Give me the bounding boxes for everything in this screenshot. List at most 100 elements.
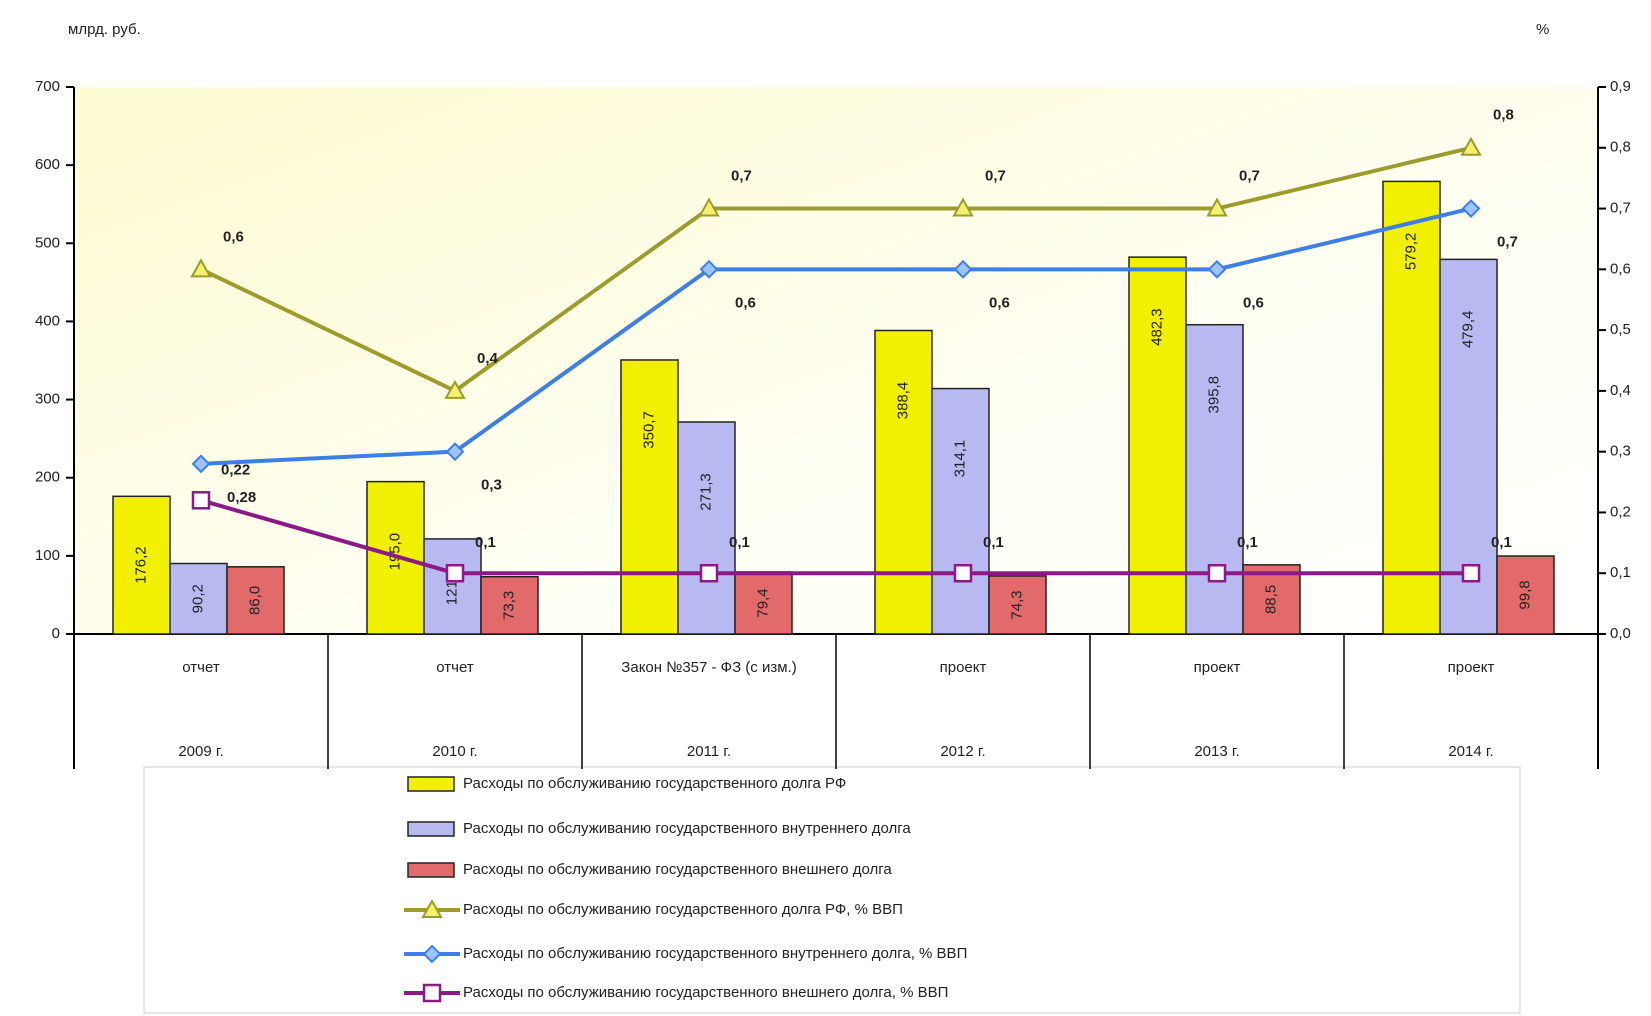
line-marker [699, 259, 719, 279]
bar-value-label: 88,5 [1262, 585, 1279, 614]
y-tick-label: 700 [35, 78, 60, 95]
bar-value-label: 482,3 [1148, 308, 1165, 346]
line-value-label: 0,1 [1237, 534, 1258, 551]
bar [1496, 555, 1555, 635]
bar-value-label: 395,8 [1205, 376, 1222, 414]
y2-tick-label: 0,6 [1610, 260, 1631, 277]
y-tick-label: 0 [52, 625, 60, 642]
line-marker [422, 983, 442, 1003]
line-value-label: 0,7 [731, 168, 752, 185]
x-tick-label: 2010 г. [432, 743, 478, 760]
line-value-label: 0,7 [985, 168, 1006, 185]
line-value-label: 0,1 [1491, 534, 1512, 551]
x-subcategory-label: проект [1193, 659, 1241, 676]
legend-label: Расходы по обслуживанию государственного… [463, 945, 967, 962]
line-marker [953, 563, 973, 583]
y2-tick-label: 0,7 [1610, 200, 1631, 217]
y-axis-title: млрд. руб. [68, 21, 141, 38]
line-value-label: 0,22 [221, 461, 250, 478]
legend-swatch [407, 821, 455, 837]
bar [480, 575, 539, 635]
x-tick-label: 2014 г. [1448, 743, 1494, 760]
y2-tick-label: 0,9 [1610, 78, 1631, 95]
line-marker [445, 563, 465, 583]
bar-value-label: 350,7 [640, 411, 657, 449]
legend-label: Расходы по обслуживанию государственного… [463, 984, 948, 1001]
y2-tick-label: 0,1 [1610, 564, 1631, 581]
line-marker [698, 197, 720, 217]
bar [931, 387, 990, 635]
line-marker [190, 258, 212, 278]
y2-tick-label: 0,0 [1610, 625, 1631, 642]
y2-axis-title: % [1536, 21, 1549, 38]
line-marker [1207, 563, 1227, 583]
plot-background [74, 87, 1598, 634]
x-subcategory-label: отчет [436, 659, 474, 676]
y2-tick-label: 0,8 [1610, 139, 1631, 156]
line-marker [191, 491, 211, 510]
bar-value-label: 176,2 [132, 546, 149, 584]
line-value-label: 0,1 [983, 534, 1004, 551]
line-marker [191, 454, 211, 474]
y-tick-label: 400 [35, 312, 60, 329]
line-value-label: 0,6 [223, 228, 244, 245]
line-value-label: 0,3 [481, 477, 502, 494]
line [200, 145, 1472, 394]
line-marker [1460, 136, 1482, 156]
bar [366, 480, 425, 635]
line-marker [422, 944, 442, 964]
bar [1185, 323, 1244, 635]
bar-value-label: 86,0 [246, 586, 263, 615]
bar [620, 359, 679, 635]
line-value-label: 0,28 [227, 489, 256, 506]
bar-value-label: 90,2 [189, 584, 206, 613]
x-subcategory-label: Закон №357 - ФЗ (с изм.) [621, 659, 797, 676]
bar-value-label: 271,3 [697, 473, 714, 511]
bar-value-label: 73,3 [500, 591, 517, 620]
bar-value-label: 79,4 [754, 588, 771, 617]
x-tick-label: 2012 г. [940, 743, 986, 760]
line-marker [1206, 197, 1228, 217]
bar [423, 538, 482, 635]
line-value-label: 0,1 [475, 534, 496, 551]
legend-label: Расходы по обслуживанию государственного… [463, 820, 911, 837]
line [200, 498, 1471, 576]
legend-swatch [407, 862, 455, 878]
x-subcategory-label: проект [1447, 659, 1495, 676]
line-marker [444, 379, 466, 399]
line-marker [952, 197, 974, 217]
bar-value-label: 99,8 [1516, 580, 1533, 609]
line-marker [953, 259, 973, 279]
bar-value-label: 74,3 [1008, 590, 1025, 619]
bar [677, 421, 736, 635]
line-marker [445, 442, 465, 462]
legend-swatch [407, 776, 455, 792]
y-tick-label: 200 [35, 469, 60, 486]
line-marker [1461, 199, 1481, 218]
line-marker [1461, 563, 1481, 583]
bar [112, 495, 171, 635]
x-subcategory-label: проект [939, 659, 987, 676]
bar [874, 329, 933, 635]
line-value-label: 0,6 [989, 294, 1010, 311]
line [200, 206, 1472, 466]
y2-tick-label: 0,3 [1610, 443, 1631, 460]
bar-value-label: 388,4 [894, 382, 911, 420]
line-marker [1207, 259, 1227, 279]
x-tick-label: 2011 г. [686, 743, 732, 760]
x-subcategory-label: отчет [182, 659, 220, 676]
bar [226, 566, 285, 635]
line-value-label: 0,6 [1243, 294, 1264, 311]
x-tick-label: 2013 г. [1194, 743, 1240, 760]
bar [734, 571, 793, 635]
line-marker [421, 898, 443, 918]
y2-tick-label: 0,5 [1610, 321, 1631, 338]
bar-value-label: 314,1 [951, 440, 968, 478]
line-value-label: 0,4 [477, 350, 499, 367]
bar [1128, 256, 1187, 635]
legend-label: Расходы по обслуживанию государственного… [463, 861, 892, 878]
bar [1242, 564, 1301, 635]
line-marker [699, 563, 719, 583]
